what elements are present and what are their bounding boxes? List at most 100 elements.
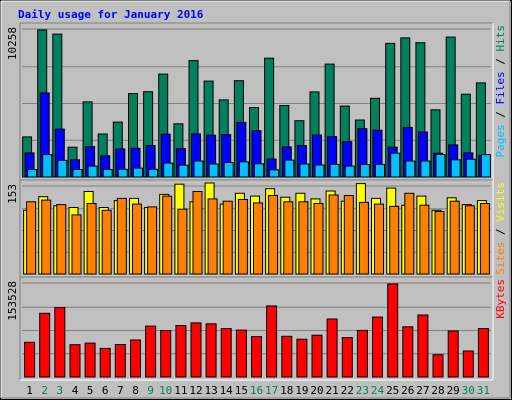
bar-kbytes-day-9: [145, 325, 157, 378]
x-tick-day-27: 27: [416, 384, 429, 397]
bar-kbytes-day-1: [24, 341, 36, 378]
legend-item-sites: Sites: [494, 242, 507, 275]
x-tick-day-30: 30: [462, 384, 475, 397]
bar-sites-day-20: [313, 203, 324, 275]
bar-sites-day-25: [389, 205, 400, 275]
bar-kbytes-day-5: [84, 342, 96, 378]
bar-pages-day-10: [163, 162, 174, 178]
legend-kbytes: KBytes: [494, 279, 507, 319]
bar-sites-day-14: [222, 200, 233, 275]
bar-pages-day-19: [299, 163, 310, 178]
bar-kbytes-day-13: [205, 323, 217, 378]
x-tick-day-17: 17: [265, 384, 278, 397]
legend-hits-files-pages: Pages / Files / Hits: [494, 25, 507, 158]
bar-kbytes-day-12: [190, 322, 202, 378]
bar-kbytes-day-4: [69, 344, 81, 378]
bar-sites-day-4: [71, 214, 82, 275]
x-tick-day-31: 31: [477, 384, 490, 397]
bar-pages-day-16: [254, 163, 264, 178]
legend-item-visits: Visits: [494, 182, 507, 222]
x-tick-day-26: 26: [401, 384, 414, 397]
bar-pages-day-3: [57, 159, 68, 178]
x-tick-day-24: 24: [371, 384, 385, 397]
bar-kbytes-day-15: [235, 329, 247, 378]
bar-pages-day-18: [284, 159, 295, 178]
x-tick-day-8: 8: [132, 384, 139, 397]
bar-kbytes-day-17: [266, 305, 278, 378]
bar-pages-day-27: [420, 160, 431, 178]
bar-kbytes-day-26: [402, 326, 414, 378]
bar-sites-day-22: [343, 195, 354, 275]
bar-pages-day-2: [42, 154, 53, 178]
bar-kbytes-day-25: [387, 283, 399, 378]
bar-pages-day-26: [405, 160, 416, 178]
bar-sites-day-8: [132, 203, 142, 275]
bar-sites-day-28: [434, 211, 445, 275]
bar-kbytes-day-7: [114, 344, 126, 378]
bar-sites-day-11: [177, 208, 188, 275]
x-tick-day-7: 7: [117, 384, 124, 397]
bar-pages-day-31: [480, 154, 491, 178]
legend-item-pages: Pages: [494, 124, 507, 157]
x-tick-day-10: 10: [159, 384, 172, 397]
x-tick-day-18: 18: [280, 384, 293, 397]
bar-pages-day-23: [359, 164, 370, 178]
bar-sites-day-21: [328, 194, 339, 275]
x-tick-day-23: 23: [356, 384, 369, 397]
bar-sites-day-15: [237, 199, 248, 275]
bar-pages-day-13: [208, 163, 219, 178]
x-tick-day-12: 12: [189, 384, 202, 397]
x-tick-day-22: 22: [341, 384, 354, 397]
bar-sites-day-23: [358, 201, 369, 275]
bar-pages-day-9: [148, 168, 159, 178]
x-tick-day-11: 11: [174, 384, 187, 397]
bar-kbytes-day-14: [220, 328, 232, 378]
x-tick-day-3: 3: [56, 384, 63, 397]
bar-pages-day-22: [344, 165, 355, 178]
bar-kbytes-day-20: [311, 334, 323, 378]
bar-kbytes-day-30: [462, 350, 474, 378]
bar-pages-day-14: [223, 162, 234, 178]
bar-kbytes-day-31: [477, 328, 489, 378]
y-axis-max-labels: 10258 153 153528: [6, 27, 19, 321]
bar-kbytes-day-21: [326, 318, 338, 378]
legend-separator: /: [494, 105, 507, 125]
x-tick-day-21: 21: [325, 384, 338, 397]
bar-sites-day-9: [147, 206, 158, 275]
bar-sites-day-27: [419, 204, 430, 275]
bar-pages-day-5: [87, 165, 98, 178]
bar-kbytes-day-24: [372, 316, 383, 378]
x-tick-day-14: 14: [220, 384, 234, 397]
bar-kbytes-day-22: [341, 337, 353, 378]
bar-pages-day-21: [329, 163, 340, 178]
bar-kbytes-day-28: [432, 354, 444, 378]
legend-separator: /: [494, 52, 507, 72]
panels: [19, 22, 494, 381]
panel-hits-files-pages: [19, 22, 494, 181]
bar-sites-day-7: [116, 197, 127, 275]
chart-title: Daily usage for January 2016: [18, 8, 204, 21]
bar-kbytes-day-19: [296, 338, 308, 378]
x-tick-day-1: 1: [26, 384, 33, 397]
x-tick-day-19: 19: [295, 384, 308, 397]
bar-sites-day-1: [26, 201, 37, 275]
bar-sites-day-5: [86, 203, 97, 275]
y-max-label-kbytes: 153528: [6, 281, 19, 321]
x-tick-day-4: 4: [72, 384, 79, 397]
bar-kbytes-day-27: [417, 314, 429, 378]
x-tick-day-28: 28: [431, 384, 444, 397]
x-tick-day-9: 9: [147, 384, 154, 397]
panel-visits-sites: [19, 179, 494, 278]
bar-pages-day-20: [314, 164, 325, 178]
bar-kbytes-day-2: [39, 312, 51, 378]
bar-kbytes-day-23: [356, 329, 368, 378]
x-tick-day-20: 20: [310, 384, 323, 397]
bar-pages-day-7: [117, 168, 128, 178]
bar-sites-day-31: [479, 203, 490, 275]
x-tick-day-29: 29: [447, 384, 460, 397]
bar-sites-day-26: [404, 192, 415, 275]
bar-pages-day-12: [193, 160, 204, 178]
bar-sites-day-19: [298, 201, 309, 275]
x-tick-day-15: 15: [235, 384, 248, 397]
